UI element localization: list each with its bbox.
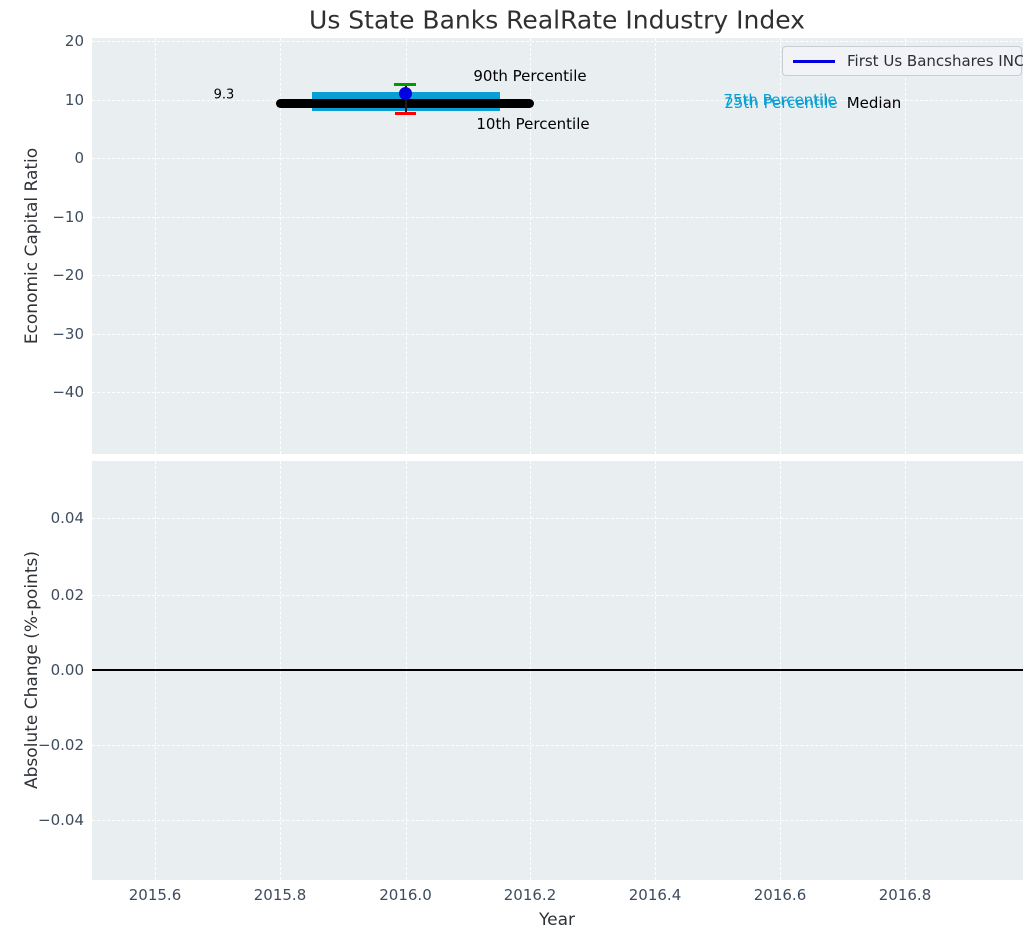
gridline-vertical — [655, 38, 656, 454]
gridline-vertical — [405, 38, 407, 454]
gridline-horizontal — [92, 518, 1023, 519]
x-axis-title: Year — [539, 910, 575, 930]
gridline-horizontal — [92, 216, 1023, 218]
gridline-vertical — [530, 38, 531, 454]
x-tick-label: 2015.6 — [128, 886, 182, 904]
bottom-plot-area — [92, 461, 1023, 880]
legend-line-sample — [793, 59, 835, 63]
annotation-median-value: 9.3 — [213, 87, 235, 103]
gridline-vertical — [155, 38, 156, 454]
zero-change-line — [92, 669, 1023, 671]
y-tick-label-top: 0 — [74, 149, 84, 167]
chart-title: Us State Banks RealRate Industry Index — [309, 5, 805, 35]
gridline-vertical — [280, 38, 281, 454]
x-tick-label: 2016.2 — [503, 886, 557, 904]
x-tick-label: 2016.0 — [379, 886, 432, 904]
percentile-10-cap — [395, 112, 416, 115]
gridline-horizontal — [92, 99, 1023, 101]
gridline-horizontal — [92, 392, 1023, 393]
top-plot-area: 9.3 90th Percentile 10th Percentile 75th… — [92, 38, 1023, 454]
y-tick-label-bottom: 0.02 — [50, 586, 84, 604]
bottom-y-axis-title: Absolute Change (%-points) — [22, 551, 42, 789]
company-data-point — [399, 87, 412, 100]
y-tick-label-top: −20 — [52, 266, 84, 284]
x-tick-label: 2016.6 — [753, 886, 807, 904]
y-tick-label-bottom: 0.04 — [50, 509, 84, 527]
top-y-axis-title: Economic Capital Ratio — [22, 147, 42, 345]
gridline-horizontal — [92, 595, 1023, 596]
percentile-90-cap — [394, 83, 416, 86]
gridline-horizontal — [92, 820, 1023, 821]
annotation-10th-percentile: 10th Percentile — [476, 115, 590, 133]
y-tick-label-bottom: −0.02 — [38, 736, 84, 754]
y-tick-label-top: −30 — [52, 324, 84, 343]
legend: First Us Bancshares INC — [782, 46, 1023, 76]
gridline-horizontal — [92, 745, 1023, 746]
annotation-90th-percentile: 90th Percentile — [473, 67, 587, 85]
gridline-horizontal — [92, 41, 1023, 42]
y-tick-label-bottom: 0.00 — [50, 661, 84, 679]
annotation-median-label: Median — [846, 94, 902, 112]
y-tick-label-bottom: −0.04 — [38, 811, 84, 829]
annotation-75th-percentile: 75th Percentile — [723, 91, 837, 109]
gridline-horizontal — [92, 158, 1023, 159]
gridline-horizontal — [92, 333, 1023, 335]
y-tick-label-top: 20 — [64, 32, 84, 50]
legend-label: First Us Bancshares INC — [847, 52, 1023, 70]
gridline-vertical — [905, 38, 906, 454]
y-tick-label-top: −40 — [52, 383, 84, 401]
x-tick-label: 2015.8 — [253, 886, 307, 904]
x-tick-label: 2016.4 — [628, 886, 682, 904]
x-tick-label: 2016.8 — [878, 886, 932, 904]
y-tick-label-top: −10 — [52, 207, 84, 226]
annotation-25th-percentile: 25th Percentile — [724, 94, 838, 112]
gridline-horizontal — [92, 275, 1023, 276]
gridline-vertical — [780, 38, 781, 454]
y-tick-label-top: 10 — [64, 90, 84, 109]
